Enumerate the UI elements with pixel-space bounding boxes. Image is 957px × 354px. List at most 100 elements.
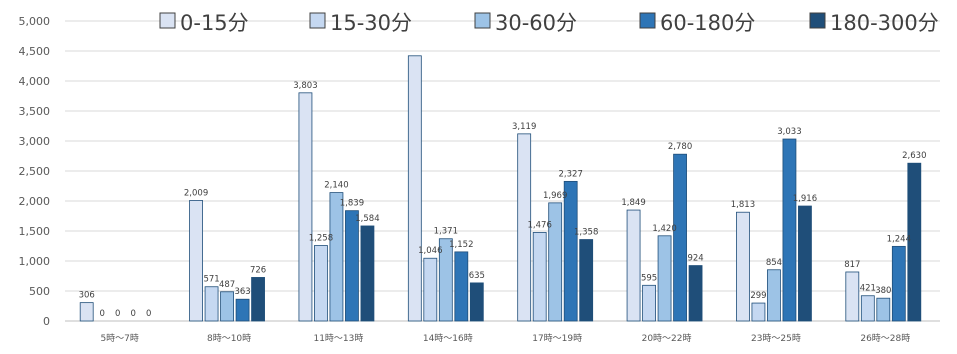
legend-swatch [309, 12, 326, 29]
bar [454, 251, 469, 322]
bar [532, 232, 547, 322]
data-label: 726 [250, 265, 266, 275]
bar [407, 55, 422, 322]
y-tick-label: 500 [29, 285, 50, 298]
y-tick-label: 3,000 [19, 135, 51, 148]
bar [907, 162, 922, 322]
data-label: 1,152 [449, 240, 473, 250]
data-label: 1,916 [793, 194, 817, 204]
y-tick-label: 1,000 [19, 255, 51, 268]
x-category-label: 11時〜13時 [313, 333, 363, 344]
legend-swatch [159, 12, 176, 29]
y-axis-ticks: 0 500 1,000 1,500 2,000 2,500 3,000 3,500 4,000 4… [19, 15, 51, 328]
data-label: 299 [750, 291, 766, 301]
data-label: 380 [875, 286, 891, 296]
bar [751, 302, 766, 322]
x-category-label: 23時〜25時 [751, 333, 801, 344]
data-label: 3,033 [777, 127, 801, 137]
x-category-label: 14時〜16時 [423, 333, 473, 344]
y-tick-label: 0 [43, 315, 50, 328]
legend-swatch [474, 12, 491, 29]
bar [579, 239, 594, 322]
data-label: 3,803 [293, 81, 317, 91]
data-label: 817 [844, 260, 860, 270]
y-tick-label: 2,000 [19, 195, 51, 208]
bar [517, 133, 532, 322]
legend-label: 0-15分 [180, 11, 249, 35]
data-label: 487 [219, 280, 235, 290]
bar [642, 284, 656, 322]
legend: 0-15分 15-30分 30-60分 60-180分 180-300分 [159, 11, 939, 35]
data-label: 595 [641, 273, 657, 283]
data-label: 363 [234, 287, 250, 297]
legend-label: 180-300分 [830, 11, 939, 35]
data-label: 0 [146, 309, 151, 319]
y-tick-label: 1,500 [19, 225, 51, 238]
bar [469, 282, 484, 322]
bar [298, 92, 313, 322]
data-label: 1,358 [574, 228, 598, 238]
bar [563, 180, 578, 322]
data-label: 306 [79, 291, 95, 301]
bar [329, 192, 344, 322]
bar [657, 235, 672, 322]
x-category-label: 20時〜22時 [642, 333, 692, 344]
bar [673, 153, 687, 322]
data-label: 2,780 [668, 142, 692, 152]
x-category-label: 26時〜28時 [860, 333, 910, 344]
data-label: 1,258 [309, 234, 333, 244]
bar [782, 138, 797, 322]
data-label: 1,244 [887, 234, 911, 244]
x-category-label: 17時〜19時 [532, 333, 582, 344]
y-tick-label: 4,500 [19, 45, 51, 58]
bar [438, 238, 453, 322]
data-label: 1,046 [418, 246, 442, 256]
legend-label: 15-30分 [330, 11, 412, 35]
bar [235, 298, 250, 322]
bar [189, 200, 203, 322]
legend-label: 30-60分 [495, 11, 577, 35]
bar [736, 211, 750, 322]
y-tick-label: 3,500 [19, 105, 51, 118]
data-label: 1,420 [652, 224, 676, 234]
bar [845, 271, 860, 322]
y-tick-label: 5,000 [19, 15, 51, 28]
y-tick-label: 2,500 [19, 165, 51, 178]
bar [251, 277, 265, 322]
data-label: 0 [115, 309, 120, 319]
data-label: 571 [203, 275, 219, 285]
data-label: 1,813 [731, 200, 755, 210]
bars [79, 55, 922, 322]
bar [798, 205, 812, 322]
legend-swatch [639, 12, 656, 29]
data-label: 2,630 [902, 151, 926, 161]
data-label: 1,849 [621, 198, 645, 208]
data-label: 421 [860, 284, 876, 294]
data-label: 2,327 [559, 169, 583, 179]
data-label: 1,969 [543, 191, 567, 201]
data-label: 1,839 [340, 199, 364, 209]
data-label: 1,371 [434, 227, 458, 237]
y-tick-label: 4,000 [19, 75, 51, 88]
data-label: 3,119 [512, 122, 536, 132]
data-label: 1,584 [355, 214, 379, 224]
bar [767, 269, 781, 322]
x-axis-categories: 5時〜7時 8時〜10時 11時〜13時 14時〜16時 17時〜19時 20時〜22時 2… [100, 333, 910, 344]
bar [548, 202, 563, 322]
bar [860, 295, 875, 322]
data-label: 0 [99, 309, 104, 319]
data-label: 2,009 [184, 188, 208, 198]
data-label: 1,476 [528, 220, 552, 230]
data-label: 854 [766, 258, 782, 268]
bar [876, 297, 891, 322]
bar [360, 225, 375, 322]
bar [314, 245, 328, 322]
x-category-label: 8時〜10時 [207, 333, 251, 344]
bar [626, 209, 641, 322]
data-label: 924 [687, 254, 703, 264]
bar [688, 265, 703, 322]
bar [891, 245, 906, 322]
